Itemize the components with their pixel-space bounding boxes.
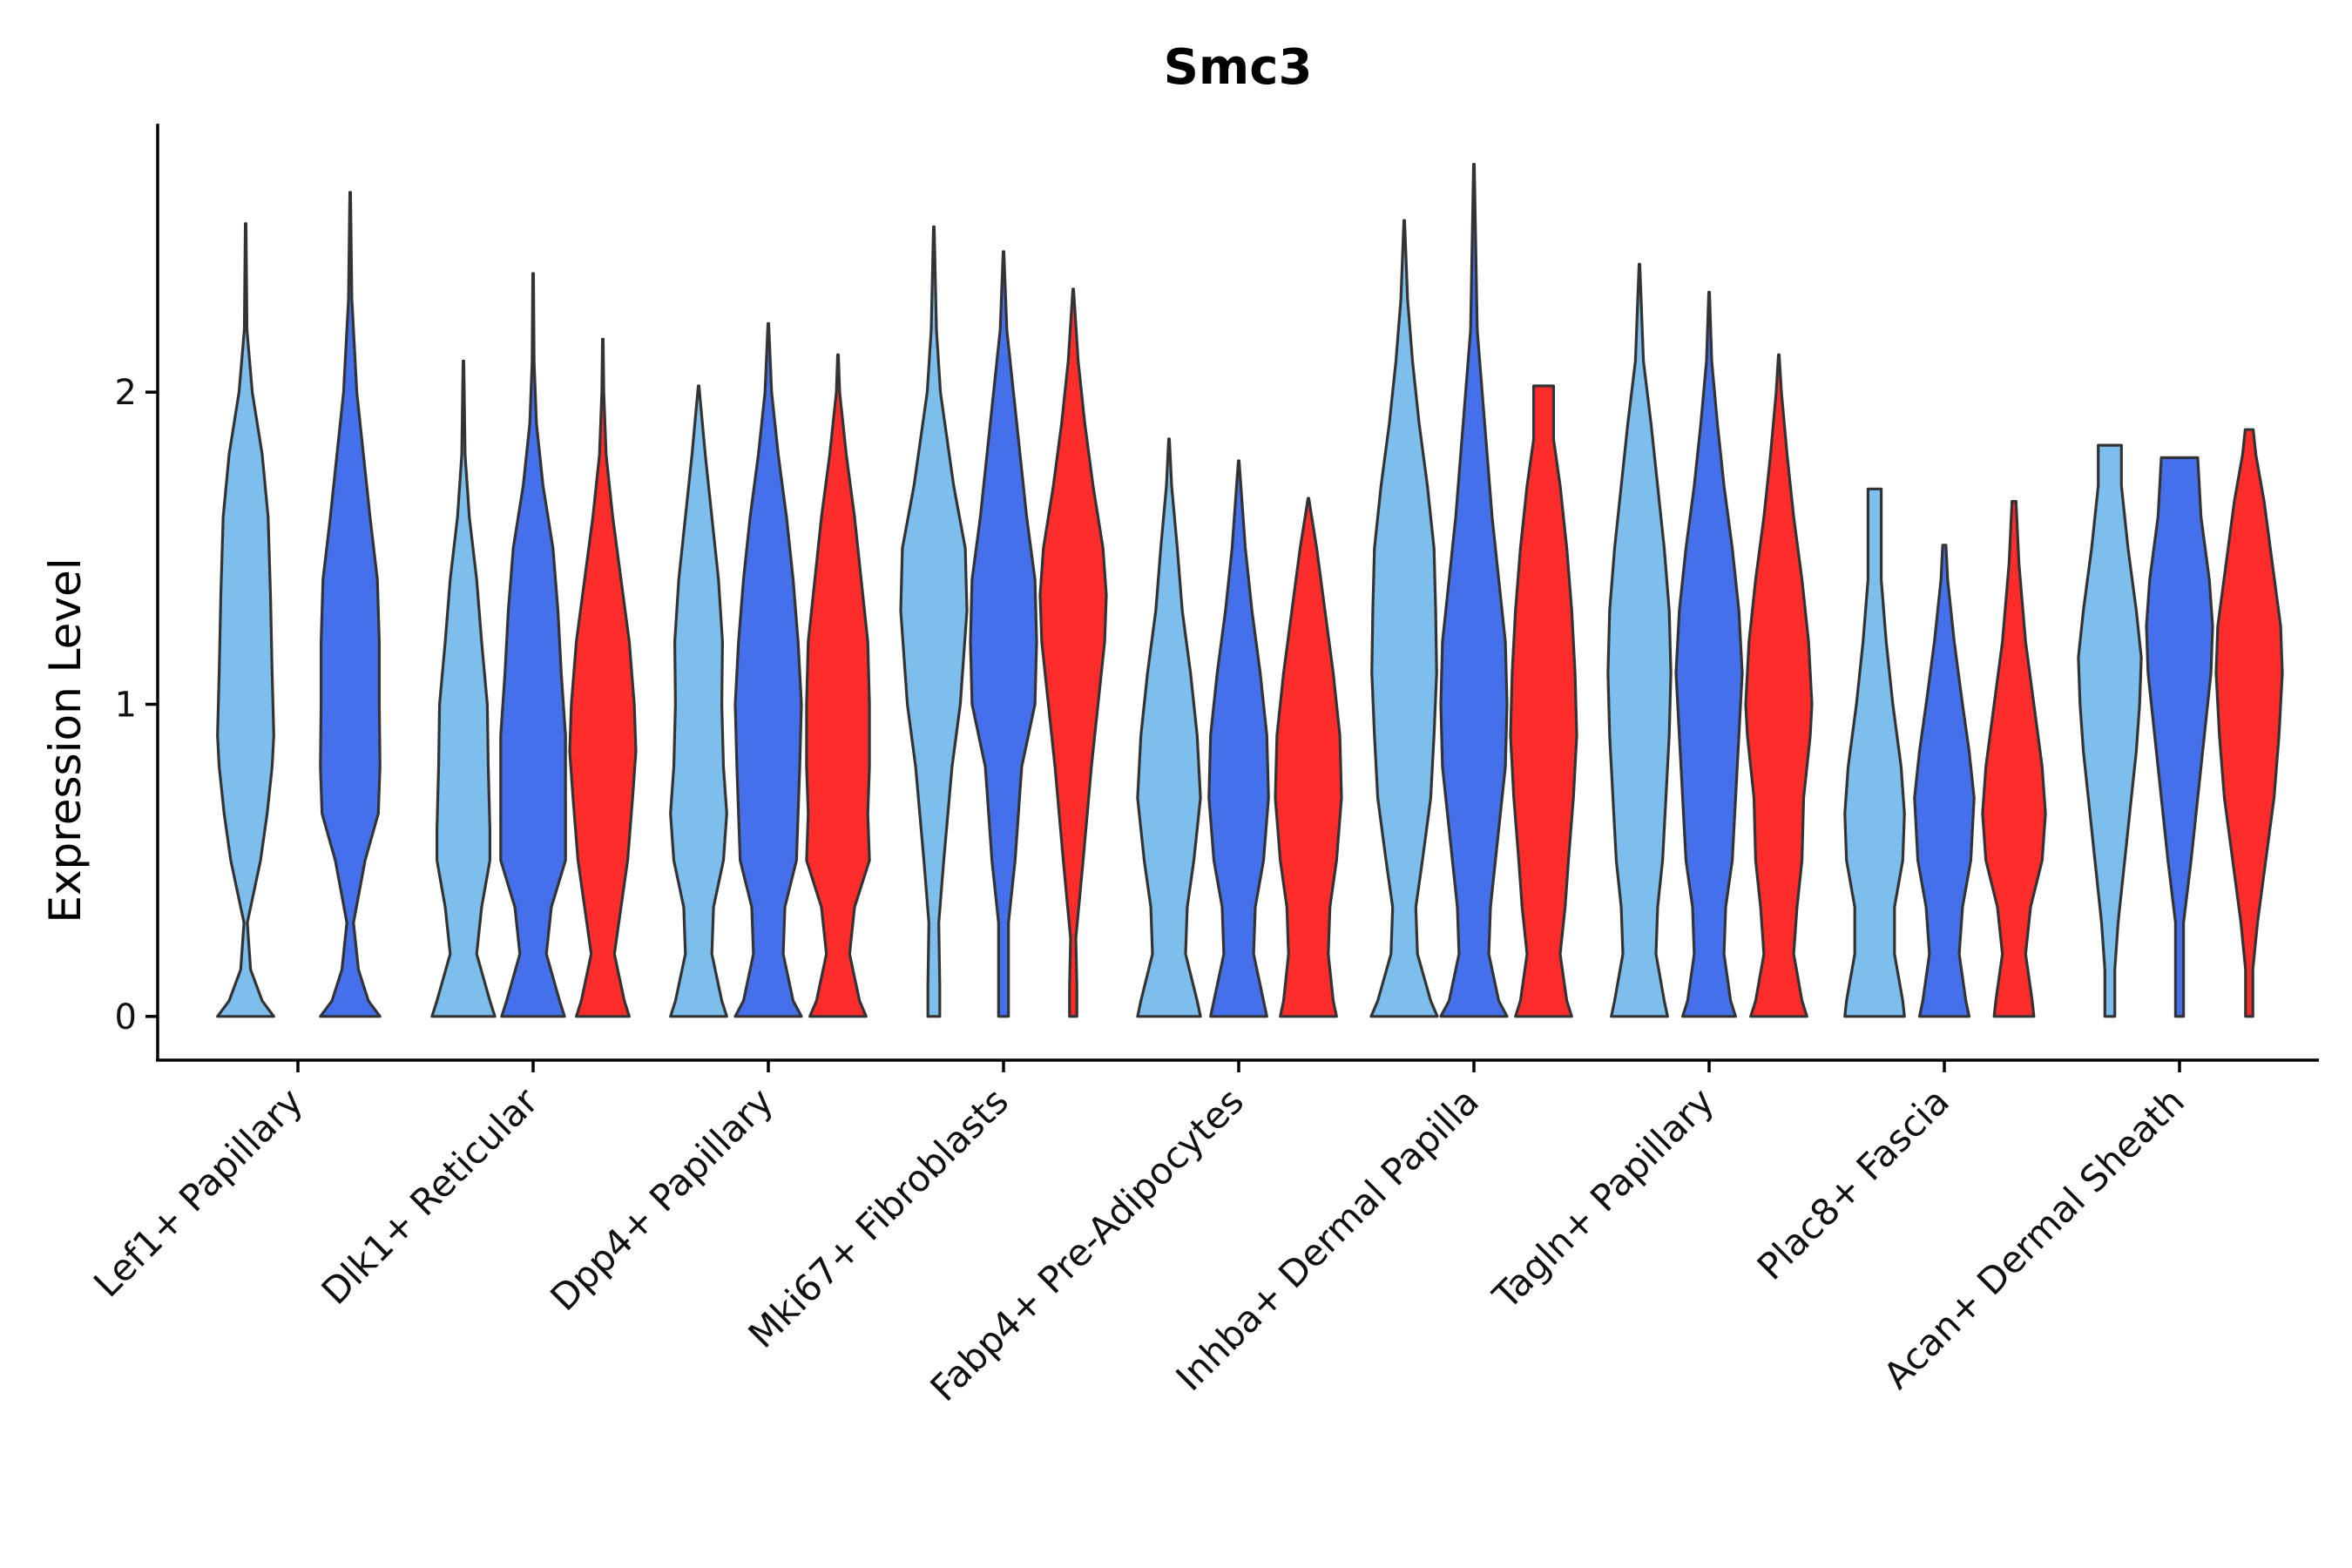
violin-7-2	[1674, 290, 1744, 1018]
violin-4-1	[899, 225, 969, 1018]
violin-6-1	[1369, 219, 1439, 1018]
violin-7-3	[1744, 353, 1814, 1018]
violin-8-2	[1913, 544, 1976, 1018]
violin-5-1	[1136, 437, 1202, 1018]
y-tick-label: 0	[115, 997, 137, 1037]
x-tick-label: Dlk1+ Reticular	[314, 1079, 547, 1313]
violin-3-1	[669, 384, 728, 1018]
x-tick-label: Dpp4+ Papillary	[542, 1079, 781, 1319]
x-tick-label: Mki67+ Fibroblasts	[740, 1079, 1017, 1355]
violin-2-2	[499, 272, 567, 1018]
y-axis-label: Expression Level	[40, 558, 91, 923]
x-tick-label: Plac8+ Fascia	[1749, 1079, 1957, 1288]
violin-4-3	[1038, 287, 1108, 1018]
violin-layer	[216, 163, 2284, 1018]
violin-3-3	[805, 353, 871, 1018]
violin-9-2	[2145, 456, 2214, 1018]
x-tick-label: Lef1+ Papillary	[85, 1079, 311, 1305]
violin-5-2	[1207, 459, 1270, 1018]
violin-2-3	[568, 337, 638, 1018]
violin-8-3	[1981, 500, 2047, 1018]
violin-5-3	[1274, 497, 1343, 1018]
violin-1-1	[216, 222, 275, 1018]
violin-8-1	[1843, 487, 1906, 1018]
y-axis-ticks: 0 1 2	[115, 373, 158, 1037]
violin-7-1	[1606, 262, 1673, 1018]
y-tick-label: 1	[115, 686, 137, 726]
violin-2-1	[430, 359, 497, 1018]
x-tick-label: Tagln+ Papillary	[1484, 1079, 1722, 1317]
violin-9-1	[2077, 443, 2143, 1018]
violin-3-2	[733, 321, 803, 1018]
violin-9-3	[2214, 428, 2284, 1018]
y-tick-label: 2	[115, 373, 137, 413]
violin-6-2	[1439, 163, 1509, 1018]
chart-title: Smc3	[1164, 39, 1313, 96]
violin-6-3	[1509, 384, 1578, 1018]
violin-1-2	[319, 191, 382, 1018]
violin-4-2	[969, 250, 1038, 1018]
